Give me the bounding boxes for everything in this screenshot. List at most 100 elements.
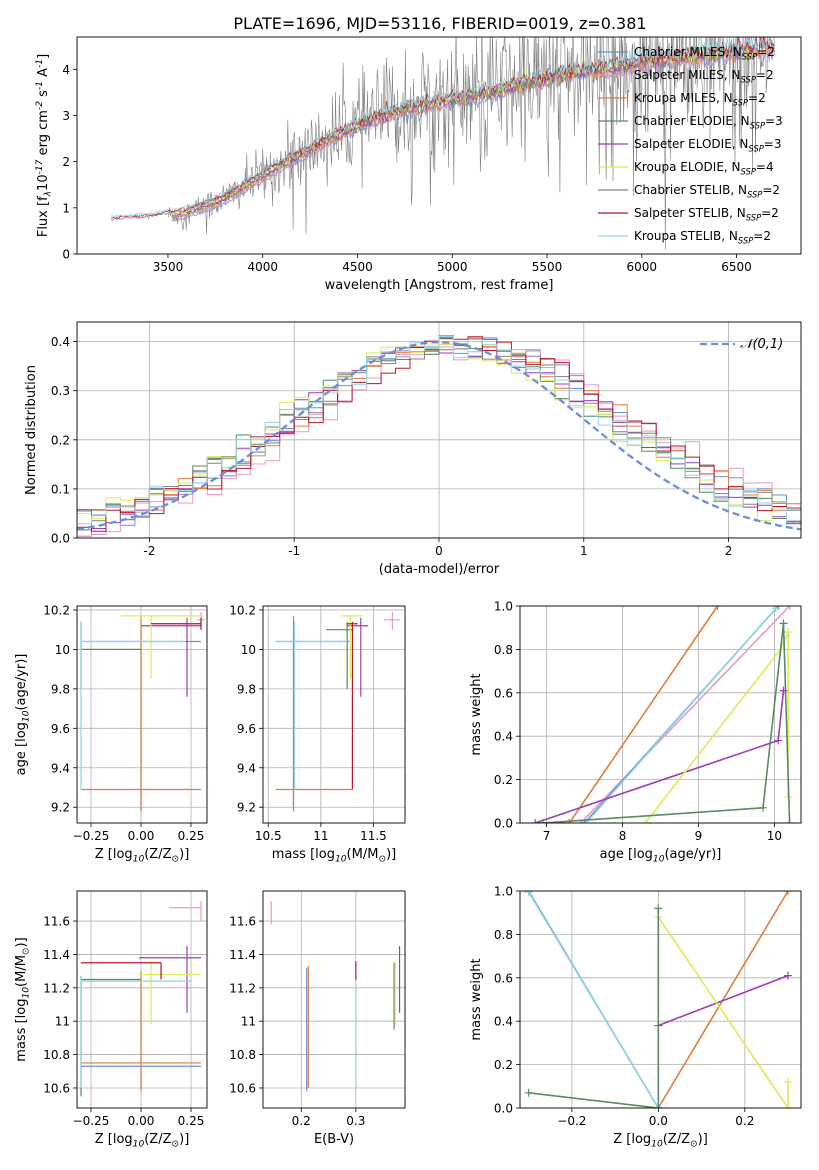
weight-point (774, 736, 783, 745)
errorbar-salpeter-elodie (139, 946, 201, 1013)
grid-lines (520, 890, 801, 1109)
axes-frame (76, 890, 208, 1109)
y-tick-label: 1 (62, 201, 70, 215)
y-axis-label: mass weight (469, 673, 484, 755)
weight-point (531, 819, 540, 823)
x-tick-label: 9 (695, 829, 703, 843)
y-tick-label: 1.0 (494, 600, 513, 614)
y-tick-label: 9.6 (237, 722, 256, 736)
series-kroupa-stelib (582, 606, 780, 823)
errorbar-salpeter-stelib (151, 617, 202, 630)
normal-curve (77, 341, 801, 531)
errorbar-chabrier-elodie (80, 976, 141, 1097)
y-tick-label: 9.8 (237, 682, 256, 696)
y-tick-label: 0.0 (51, 532, 70, 546)
weight-line (542, 623, 791, 823)
errorbar-salpeter-elodie (141, 617, 201, 697)
weight-line (580, 606, 791, 823)
series-kroupa-stelib (524, 891, 663, 1108)
weight-point (784, 971, 793, 980)
y-tick-label: 9.2 (237, 801, 256, 815)
weight-point (538, 819, 547, 823)
y-tick-label: 10.6 (43, 1081, 70, 1095)
y-tick-label: 9.4 (51, 761, 70, 775)
axes-mass_vs_Z: −0.25 0.00 0.25 10.6 10.8 11 11.2 11.4 11.6 Z [lo… (14, 890, 208, 1150)
x-tick-label: −0.2 (557, 1114, 586, 1128)
weight-line (534, 690, 785, 823)
y-tick-label: 11.4 (43, 948, 70, 962)
y-tick-label: 10.6 (229, 1081, 256, 1095)
y-tick-label: 4 (62, 63, 70, 77)
y-tick-label: 11.2 (43, 981, 70, 995)
y-tick-label: 0.0 (494, 817, 513, 831)
weight-point (784, 891, 793, 895)
x-tick-label: 0.0 (649, 1114, 668, 1128)
y-axis-label: Normed distribution (24, 365, 39, 495)
axes-frame (76, 36, 802, 255)
y-axis-label: age [log10​(age/yr)] (14, 654, 32, 776)
weight-point (785, 819, 794, 823)
series-kroupa-elodie (641, 628, 793, 823)
y-tick-label: 9.2 (51, 801, 70, 815)
axes-frame (262, 890, 406, 1109)
legend-label: Chabrier STELIB, NSSP​=2 (634, 183, 780, 199)
errorbar-kroupa-miles (275, 615, 353, 812)
x-tick-label: 0.25 (178, 1114, 205, 1128)
plot-area (110, 37, 775, 250)
weight-line (644, 631, 789, 823)
y-tick-label: 2 (62, 155, 70, 169)
x-axis-label: mass [log10​(M/M⊙​)] (272, 847, 396, 865)
weight-line (528, 908, 660, 1108)
x-tick-label: 1 (580, 544, 588, 558)
plot-area (275, 611, 400, 812)
y-tick-label: 0 (62, 248, 70, 262)
x-axis-label: age [log10​(age/yr)] (600, 847, 722, 865)
x-axis-label: Z [log10​(Z/Z⊙​)] (613, 1132, 708, 1150)
errorbar-kroupa-elodie (341, 615, 363, 679)
y-axis-label: mass weight (469, 958, 484, 1040)
weight-point (784, 1077, 793, 1086)
x-tick-label: 8 (619, 829, 627, 843)
plot-area (270, 901, 401, 1092)
legend-label: Salpeter MILES, NSSP​=2 (634, 68, 774, 84)
y-tick-label: 0.2 (494, 1058, 513, 1072)
x-tick-label: 0.00 (128, 829, 155, 843)
x-tick-label: 2 (725, 544, 733, 558)
legend-label: Kroupa STELIB, NSSP​=2 (634, 229, 771, 245)
errorbar-chabrier-miles (275, 633, 350, 812)
x-axis-label: Z [log10​(Z/Z⊙​)] (95, 1132, 190, 1150)
x-axis-label: wavelength [Angstrom, rest frame] (325, 278, 554, 293)
weight-line (527, 891, 659, 1108)
y-tick-label: 0.8 (494, 643, 513, 657)
x-tick-label: 0 (435, 544, 443, 558)
weight-line (657, 891, 789, 1108)
series-chabrier-elodie (538, 619, 794, 823)
y-tick-label: 11 (55, 1015, 70, 1029)
legend-label: Chabrier ELODIE, NSSP​=3 (634, 114, 783, 130)
plot-area (80, 611, 205, 812)
weight-point (524, 891, 533, 897)
x-tick-label: 11 (313, 829, 328, 843)
y-tick-label: 0.4 (494, 730, 513, 744)
weight-point (524, 1088, 533, 1097)
y-tick-label: 0.4 (494, 1015, 513, 1029)
weight-point (654, 1104, 663, 1108)
legend-label: Kroupa ELODIE, NSSP​=4 (634, 160, 774, 176)
x-tick-label: 6500 (721, 260, 752, 274)
y-tick-label: 0.3 (51, 384, 70, 398)
x-tick-label: 0.00 (128, 1114, 155, 1128)
errorbar-kroupa-miles (81, 615, 201, 812)
y-tick-label: 0.0 (494, 1102, 513, 1116)
errorbar-salpeter-stelib (81, 962, 162, 980)
x-axis-label: E(B-V) (314, 1132, 354, 1147)
errorbar-kroupa-miles (81, 971, 201, 1092)
axes-frame (76, 605, 208, 824)
errorbar-salpeter-miles (383, 611, 400, 630)
x-tick-label: −0.25 (73, 1114, 110, 1128)
y-tick-label: 10.8 (43, 1048, 70, 1062)
x-axis-label: Z [log10​(Z/Z⊙​)] (95, 847, 190, 865)
weight-line (568, 606, 719, 823)
y-tick-label: 3 (62, 109, 70, 123)
y-tick-label: 11.6 (43, 915, 70, 929)
